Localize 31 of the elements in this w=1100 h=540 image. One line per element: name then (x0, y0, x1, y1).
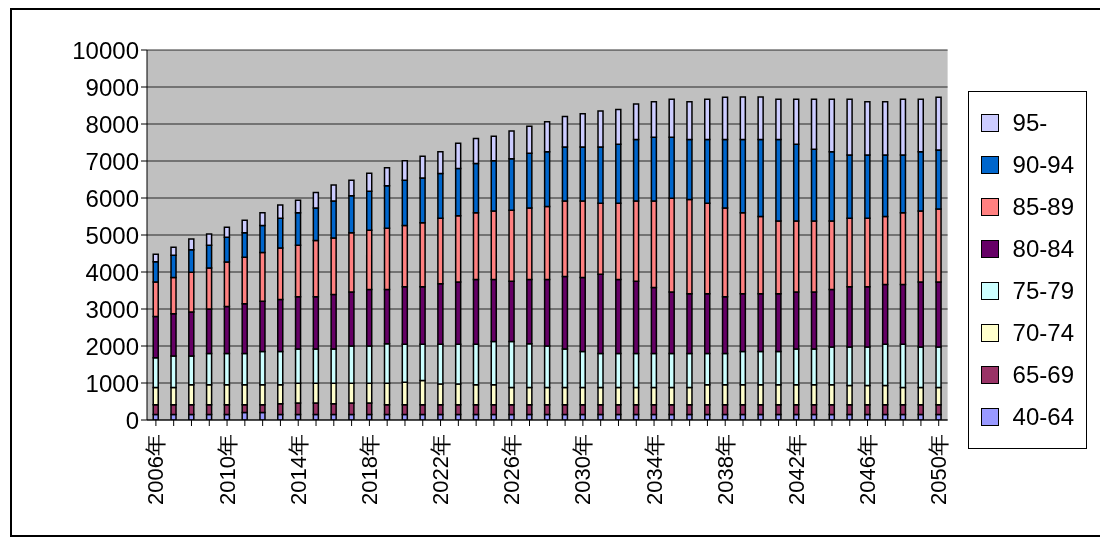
legend-label: 80-84 (1012, 235, 1074, 263)
y-tick-label: 1000 (85, 369, 139, 397)
y-tick-label: 6000 (85, 184, 139, 212)
x-tick-label: 2046年 (855, 434, 881, 505)
legend-label: 65-69 (1012, 361, 1074, 389)
legend-label: 85-89 (1012, 193, 1074, 221)
legend-label: 70-74 (1012, 319, 1074, 347)
x-tick-label: 2022年 (428, 434, 454, 505)
x-tick-label: 2018年 (356, 434, 382, 505)
y-tick-label: 7000 (85, 147, 139, 175)
y-tick-label: 9000 (85, 73, 139, 101)
x-tick-label: 2026年 (499, 434, 525, 505)
y-tick-label: 5000 (85, 221, 139, 249)
x-tick-label: 2034年 (641, 434, 667, 505)
y-tick-label: 3000 (85, 295, 139, 323)
x-tick-label: 2006年 (143, 434, 169, 505)
x-tick-label: 2010年 (214, 434, 240, 505)
y-tick-label: 4000 (85, 258, 139, 286)
y-tick-label: 2000 (85, 332, 139, 360)
legend-label: 90-94 (1012, 151, 1074, 179)
legend-label: 40-64 (1012, 403, 1074, 431)
x-tick-label: 2014年 (285, 434, 311, 505)
legend-label: 95- (1012, 109, 1048, 137)
x-tick-label: 2030年 (570, 434, 596, 505)
y-tick-label: 10000 (72, 36, 139, 64)
x-tick-label: 2050年 (926, 434, 952, 505)
y-tick-label: 0 (125, 406, 139, 434)
x-tick-label: 2038年 (712, 434, 738, 505)
legend-label: 75-79 (1012, 277, 1074, 305)
x-tick-label: 2042年 (783, 434, 809, 505)
y-tick-label: 8000 (85, 110, 139, 138)
